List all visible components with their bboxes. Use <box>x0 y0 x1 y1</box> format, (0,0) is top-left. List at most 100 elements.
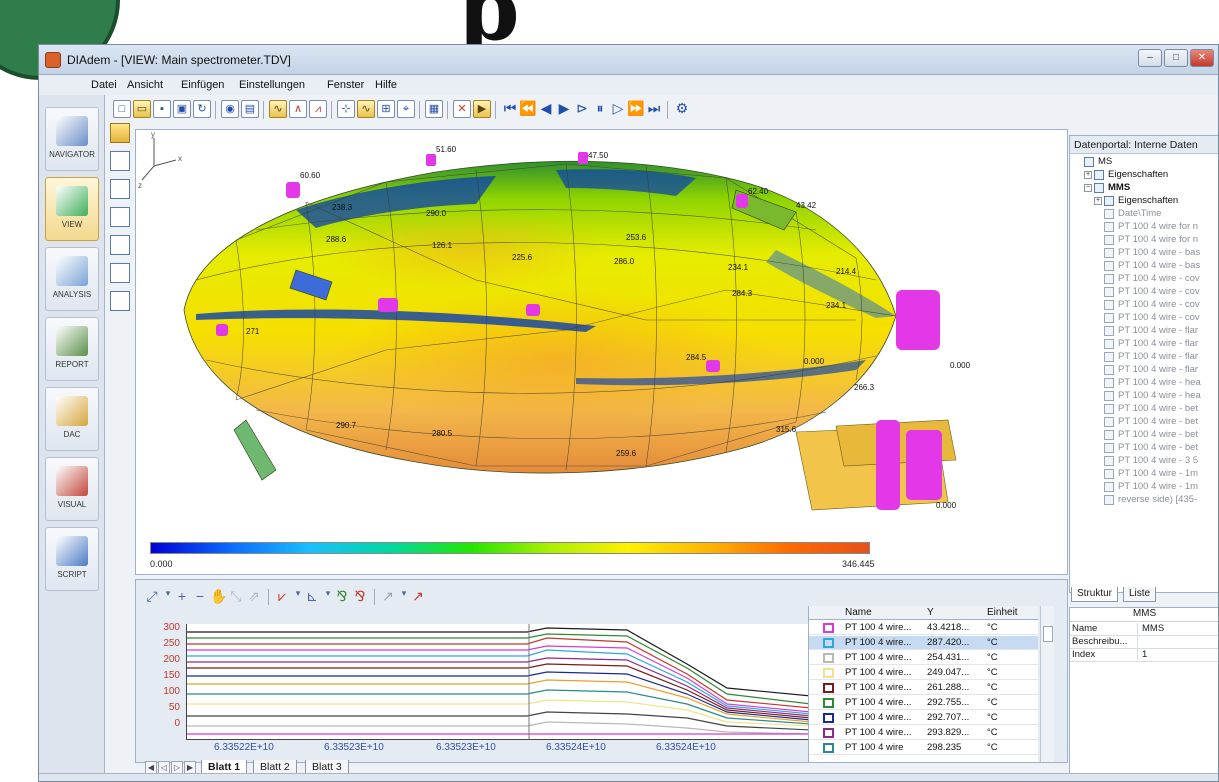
curve-add-icon[interactable]: ⅋ <box>336 588 348 604</box>
table-row[interactable]: PT 100 4 wire... 292.755... °C <box>809 696 1038 710</box>
step-back-icon[interactable]: ◀ <box>540 100 552 116</box>
maximize-button[interactable]: □ <box>1164 49 1188 67</box>
save-icon[interactable]: ▪ <box>153 100 171 118</box>
table-row[interactable]: PT 100 4 wire... 254.431... °C <box>809 651 1038 665</box>
property-row[interactable]: Index 1 <box>1070 649 1218 662</box>
layout-tree-icon[interactable] <box>110 291 130 311</box>
tree-item[interactable]: PT 100 4 wire - hea <box>1070 390 1218 403</box>
close-button[interactable]: ✕ <box>1190 49 1214 67</box>
curve-remove-icon[interactable]: ⅋ <box>354 588 366 604</box>
band-cursor-icon[interactable]: ∿ <box>357 100 375 118</box>
tree-item[interactable]: PT 100 4 wire - bas <box>1070 260 1218 273</box>
tree-item[interactable]: − MMS <box>1070 182 1218 195</box>
header-name[interactable]: Name <box>845 607 872 618</box>
help-layout-icon[interactable] <box>110 123 130 143</box>
table-row[interactable]: PT 100 4 wire... 261.288... °C <box>809 681 1038 695</box>
tree-item[interactable]: PT 100 4 wire - hea <box>1070 377 1218 390</box>
pause-icon[interactable]: ⏸ <box>596 100 604 116</box>
dropdown-arrow-icon[interactable]: ▾ <box>401 588 407 598</box>
tab-struktur[interactable]: Struktur <box>1071 587 1119 602</box>
tree-item[interactable]: PT 100 4 wire - cov <box>1070 273 1218 286</box>
layout-grid-icon[interactable] <box>110 179 130 199</box>
print-icon[interactable]: ◉ <box>221 100 239 118</box>
pan-hand-icon[interactable]: ✋ <box>210 588 228 604</box>
tools-icon[interactable]: ✕ <box>453 100 471 118</box>
new-file-icon[interactable]: □ <box>113 100 131 118</box>
nav-view[interactable]: VIEW <box>45 177 99 241</box>
step-forward-icon[interactable]: ▷ <box>612 100 624 116</box>
last-icon[interactable]: ⏭ <box>647 100 661 116</box>
menu-datei[interactable]: Datei <box>91 79 117 91</box>
curve-style-icon[interactable]: ⩗ <box>278 588 286 604</box>
menu-ansicht[interactable]: Ansicht <box>127 79 164 91</box>
header-unit[interactable]: Einheit <box>987 607 1018 618</box>
tree-item[interactable]: PT 100 4 wire - bas <box>1070 247 1218 260</box>
curve-marker-icon[interactable]: ∧ <box>289 100 307 118</box>
tree-item[interactable]: MS <box>1070 156 1218 169</box>
tree-item[interactable]: PT 100 4 wire - flar <box>1070 364 1218 377</box>
nav-report[interactable]: REPORT <box>45 317 99 381</box>
expand-icon[interactable]: + <box>1084 171 1092 179</box>
channel-table-scrollbar[interactable] <box>1040 606 1054 762</box>
3d-model-view[interactable]: 51.60 47.50 62.40 43.42 60.60 238.3 290.… <box>135 129 1068 575</box>
refresh-icon[interactable]: ↻ <box>193 100 211 118</box>
layout-split-icon[interactable] <box>110 207 130 227</box>
dropdown-arrow-icon[interactable]: ▾ <box>325 588 331 598</box>
table-row[interactable]: PT 100 4 wire... 293.829... °C <box>809 726 1038 740</box>
marker-remove-icon[interactable]: ↗ <box>412 588 424 604</box>
scrollbar-thumb[interactable] <box>1043 626 1053 642</box>
tree-item[interactable]: PT 100 4 wire for n <box>1070 221 1218 234</box>
tab-liste[interactable]: Liste <box>1123 587 1157 602</box>
expand-icon[interactable]: + <box>1094 197 1102 205</box>
first-icon[interactable]: ⏮ <box>503 100 517 116</box>
table-row[interactable]: PT 100 4 wire... 287.420... °C <box>809 636 1038 650</box>
loop-icon[interactable]: ⊳ <box>576 100 588 116</box>
dropdown-arrow-icon[interactable]: ▾ <box>295 588 301 598</box>
header-y[interactable]: Y <box>927 607 934 618</box>
nav-analysis[interactable]: ANALYSIS <box>45 247 99 311</box>
table-row[interactable]: PT 100 4 wire... 292.707... °C <box>809 711 1038 725</box>
dropdown-arrow-icon[interactable]: ▾ <box>165 588 171 598</box>
tree-item[interactable]: PT 100 4 wire - cov <box>1070 312 1218 325</box>
property-row[interactable]: Beschreibu... <box>1070 636 1218 649</box>
curve-display-icon[interactable]: ∿ <box>269 100 287 118</box>
zoom-axis-icon[interactable]: ⇗ <box>248 588 260 604</box>
tree-item[interactable]: + Eigenschaften <box>1070 169 1218 182</box>
axis-style-icon[interactable]: ⊾ <box>306 588 318 604</box>
layout-rows-icon[interactable] <box>110 235 130 255</box>
zoom-cursor-icon[interactable]: ⌖ <box>397 100 415 118</box>
menu-hilfe[interactable]: Hilfe <box>375 79 398 91</box>
tree-item[interactable]: + Eigenschaften <box>1070 195 1218 208</box>
tree-item[interactable]: PT 100 4 wire for n <box>1070 234 1218 247</box>
tree-item[interactable]: PT 100 4 wire - bet <box>1070 403 1218 416</box>
zoom-reset-icon[interactable]: ⤡ <box>230 588 242 604</box>
tree-item[interactable]: PT 100 4 wire - flar <box>1070 338 1218 351</box>
zoom-in-icon[interactable]: + <box>177 588 187 604</box>
menu-einfuegen[interactable]: Einfügen <box>181 79 225 91</box>
zoom-out-icon[interactable]: − <box>195 588 205 604</box>
table-icon[interactable]: ▦ <box>425 100 443 118</box>
tree-item[interactable]: PT 100 4 wire - 1m <box>1070 468 1218 481</box>
tree-item[interactable]: PT 100 4 wire - cov <box>1070 286 1218 299</box>
tree-item[interactable]: PT 100 4 wire - bet <box>1070 416 1218 429</box>
minimize-button[interactable]: – <box>1138 49 1162 67</box>
tree-item[interactable]: PT 100 4 wire - bet <box>1070 429 1218 442</box>
tree-item[interactable]: PT 100 4 wire - bet <box>1070 442 1218 455</box>
play-icon[interactable]: ▶ <box>558 100 570 116</box>
tree-item[interactable]: reverse side) [435- <box>1070 494 1218 507</box>
display-icon[interactable]: ▤ <box>241 100 259 118</box>
menu-fenster[interactable]: Fenster <box>327 79 365 91</box>
tab-blatt-2[interactable]: Blatt 2 <box>253 760 297 776</box>
nav-navigator[interactable]: NAVIGATOR <box>45 107 99 171</box>
layout-icon[interactable]: ▣ <box>173 100 191 118</box>
table-row[interactable]: PT 100 4 wire 298.235 °C <box>809 741 1038 755</box>
rewind-fast-icon[interactable]: ⏪ <box>519 100 537 116</box>
tab-blatt-1[interactable]: Blatt 1 <box>201 760 248 776</box>
layout-quad-icon[interactable] <box>110 263 130 283</box>
tab-blatt-3[interactable]: Blatt 3 <box>305 760 349 776</box>
tree-item[interactable]: PT 100 4 wire - 3 5 <box>1070 455 1218 468</box>
table-row[interactable]: PT 100 4 wire... 249.047... °C <box>809 666 1038 680</box>
property-row[interactable]: Name MMS <box>1070 623 1218 636</box>
tree-item[interactable]: PT 100 4 wire - 1m <box>1070 481 1218 494</box>
tree-item[interactable]: PT 100 4 wire - flar <box>1070 351 1218 364</box>
